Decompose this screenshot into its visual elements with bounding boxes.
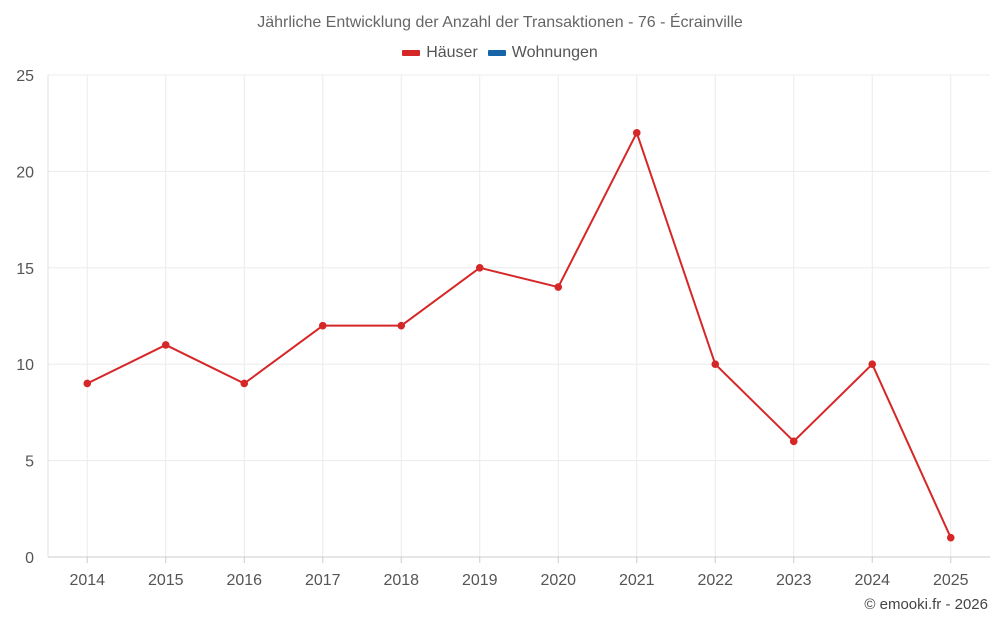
x-tick-label: 2024 <box>854 572 890 589</box>
x-tick-label: 2025 <box>933 572 969 589</box>
data-point <box>554 283 563 291</box>
legend-label-wohnungen: Wohnungen <box>511 44 598 61</box>
data-point <box>946 533 955 542</box>
x-tick-label: 2020 <box>540 572 576 589</box>
legend-swatch-haeuser <box>402 50 421 56</box>
x-tick-label: 2021 <box>619 572 655 589</box>
data-point <box>397 321 406 330</box>
data-point <box>240 379 249 388</box>
data-point <box>868 360 877 369</box>
y-tick-label: 0 <box>25 550 34 567</box>
legend-label-haeuser: Häuser <box>426 44 478 61</box>
y-tick-label: 20 <box>16 164 34 181</box>
y-tick-label: 25 <box>16 68 34 85</box>
chart-title: Jährliche Entwicklung der Anzahl der Tra… <box>257 14 743 31</box>
x-tick-label: 2017 <box>305 572 341 589</box>
legend-swatch-wohnungen <box>487 50 506 56</box>
data-point <box>83 379 92 388</box>
y-tick-label: 10 <box>16 357 34 374</box>
data-point <box>632 129 641 137</box>
y-tick-label: 15 <box>16 261 34 278</box>
x-tick-label: 2022 <box>697 572 733 589</box>
x-tick-label: 2014 <box>69 572 105 589</box>
data-point <box>475 264 484 272</box>
legend-item-haeuser[interactable]: Häuser <box>402 44 478 62</box>
data-point <box>161 341 170 349</box>
data-point <box>789 437 798 446</box>
x-tick-label: 2023 <box>776 572 812 589</box>
data-point <box>318 321 327 330</box>
x-tick-label: 2016 <box>226 572 262 589</box>
series-line-0 <box>86 131 952 539</box>
x-tick-label: 2018 <box>383 572 419 589</box>
legend: Häuser Wohnungen <box>0 44 1000 62</box>
legend-item-wohnungen[interactable]: Wohnungen <box>487 44 598 62</box>
credit-text: © emooki.fr - 2026 <box>864 596 988 613</box>
y-tick-label: 5 <box>25 454 34 471</box>
x-tick-label: 2015 <box>148 572 184 589</box>
x-tick-label: 2019 <box>462 572 498 589</box>
data-point <box>711 360 720 369</box>
